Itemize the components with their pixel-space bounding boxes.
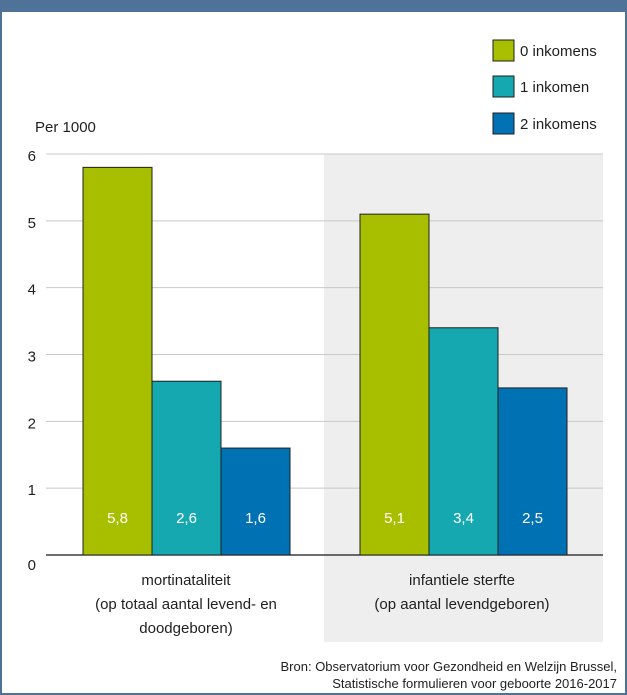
bar-0-0 — [82, 166, 153, 556]
y-tick-label: 4 — [28, 282, 36, 299]
bar-2-0 — [220, 447, 291, 556]
bar-value-label: 5,1 — [384, 510, 405, 527]
y-tick-label: 5 — [28, 215, 36, 232]
bar-value-label: 3,4 — [453, 510, 474, 527]
top-color-band — [0, 0, 627, 12]
y-tick-label: 2 — [28, 415, 36, 432]
bar-value-label: 2,5 — [522, 510, 543, 527]
x-category-label: doodgeboren) — [139, 620, 232, 637]
y-tick-label: 3 — [28, 349, 36, 366]
bar-2-1 — [497, 387, 568, 556]
legend-label: 0 inkomens — [520, 43, 597, 60]
legend-swatch — [492, 112, 515, 135]
y-axis-label: Per 1000 — [35, 119, 96, 136]
bar-0-1 — [359, 213, 430, 556]
source-note: Bron: Observatorium voor Gezondheid en W… — [17, 658, 617, 692]
bar-value-label: 5,8 — [107, 510, 128, 527]
x-category-label: infantiele sterfte — [409, 572, 515, 589]
y-tick-label: 1 — [28, 482, 36, 499]
x-category-label: (op aantal levendgeboren) — [374, 596, 549, 613]
bar-value-label: 1,6 — [245, 510, 266, 527]
legend-label: 1 inkomen — [520, 79, 589, 96]
x-category-label: mortinataliteit — [141, 572, 231, 589]
source-line-1: Bron: Observatorium voor Gezondheid en W… — [280, 659, 617, 674]
y-tick-label: 6 — [28, 148, 36, 165]
y-tick-label: 0 — [28, 557, 36, 574]
legend-swatch — [492, 75, 515, 98]
x-category-label: (op totaal aantal levend- en — [95, 596, 277, 613]
source-line-2: Statistische formulieren voor geboorte 2… — [332, 676, 617, 691]
legend-label: 2 inkomens — [520, 116, 597, 133]
legend-swatch — [492, 39, 515, 62]
bar-1-0 — [151, 380, 222, 556]
bar-value-label: 2,6 — [176, 510, 197, 527]
